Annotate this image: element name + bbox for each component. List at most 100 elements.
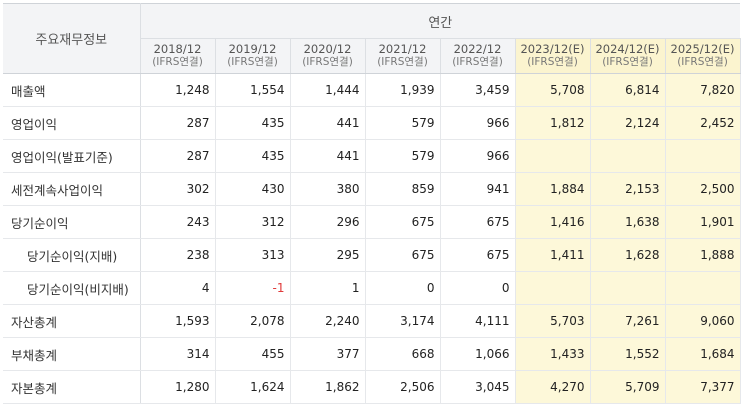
table-cell: 1,416 <box>515 205 591 239</box>
row-label: 자본총계 <box>3 370 141 404</box>
table-cell: 302 <box>140 172 216 206</box>
row-label: 영업이익 <box>3 106 141 140</box>
table-cell: -1 <box>215 271 291 305</box>
row-label: 매출액 <box>3 73 141 107</box>
table-cell: 1,901 <box>665 205 741 239</box>
table-cell: 5,708 <box>515 73 591 107</box>
row-label: 세전계속사업이익 <box>3 172 141 206</box>
table-cell <box>515 271 591 305</box>
table-cell: 579 <box>365 139 441 173</box>
table-cell: 1,812 <box>515 106 591 140</box>
table-body: 매출액 1,248 1,554 1,444 1,939 3,459 5,708 6,814 7,… <box>3 73 741 404</box>
table-cell: 1,862 <box>290 370 366 404</box>
table-cell: 0 <box>365 271 441 305</box>
table-cell: 1,280 <box>140 370 216 404</box>
table-cell: 9,060 <box>665 304 741 338</box>
table-cell: 1,411 <box>515 238 591 272</box>
table-cell: 4,270 <box>515 370 591 404</box>
table-cell: 579 <box>365 106 441 140</box>
row-label: 당기순이익 <box>3 205 141 239</box>
table-cell: 2,506 <box>365 370 441 404</box>
table-cell: 0 <box>440 271 516 305</box>
row-label: 당기순이익(비지배) <box>3 271 141 305</box>
year-label: 2018/12 <box>153 42 202 56</box>
table-cell: 7,261 <box>590 304 666 338</box>
year-label: 2020/12 <box>303 42 352 56</box>
year-label: 2023/12(E) <box>520 42 585 56</box>
table-row: 영업이익 287 435 441 579 966 1,812 2,124 2,452 <box>3 106 741 140</box>
table-cell: 430 <box>215 172 291 206</box>
year-basis-label: (IFRS연결) <box>152 56 203 68</box>
row-label: 부채총계 <box>3 337 141 371</box>
table-cell: 7,377 <box>665 370 741 404</box>
table-cell: 1,939 <box>365 73 441 107</box>
table-cell: 2,153 <box>590 172 666 206</box>
table-row: 자산총계 1,593 2,078 2,240 3,174 4,111 5,703 7,261 9… <box>3 304 741 338</box>
table-cell: 1,066 <box>440 337 516 371</box>
table-row: 세전계속사업이익 302 430 380 859 941 1,884 2,153 2,500 <box>3 172 741 206</box>
year-header: 2022/12 (IFRS연결) <box>440 38 516 74</box>
table-cell: 2,500 <box>665 172 741 206</box>
table-cell <box>665 271 741 305</box>
table-cell: 2,078 <box>215 304 291 338</box>
table-cell: 966 <box>440 106 516 140</box>
year-header: 2018/12 (IFRS연결) <box>140 38 216 74</box>
table-cell: 287 <box>140 139 216 173</box>
table-cell: 1,628 <box>590 238 666 272</box>
row-label: 당기순이익(지배) <box>3 238 141 272</box>
table-cell: 941 <box>440 172 516 206</box>
table-cell: 966 <box>440 139 516 173</box>
table-cell: 3,045 <box>440 370 516 404</box>
year-label: 2024/12(E) <box>595 42 660 56</box>
table-cell: 1,552 <box>590 337 666 371</box>
year-label: 2021/12 <box>378 42 427 56</box>
annual-group-header: 연간 <box>140 3 741 39</box>
table-cell: 243 <box>140 205 216 239</box>
table-cell: 380 <box>290 172 366 206</box>
year-header: 2025/12(E) (IFRS연결) <box>665 38 741 74</box>
table-cell: 2,240 <box>290 304 366 338</box>
table-cell: 1,248 <box>140 73 216 107</box>
year-basis-label: (IFRS연결) <box>602 56 653 68</box>
table-cell: 5,709 <box>590 370 666 404</box>
year-label: 2022/12 <box>453 42 502 56</box>
year-basis-label: (IFRS연결) <box>527 56 578 68</box>
table-row: 영업이익(발표기준) 287 435 441 579 966 <box>3 139 741 173</box>
table-cell: 435 <box>215 139 291 173</box>
row-label: 영업이익(발표기준) <box>3 139 141 173</box>
table-cell: 675 <box>365 238 441 272</box>
year-label: 2025/12(E) <box>670 42 735 56</box>
table-cell: 7,820 <box>665 73 741 107</box>
year-basis-label: (IFRS연결) <box>452 56 503 68</box>
table-cell <box>665 139 741 173</box>
table-cell: 1,444 <box>290 73 366 107</box>
table-header: 주요재무정보 연간 2018/12 (IFRS연결) 2019/12 (IFRS연결)… <box>3 3 741 74</box>
table-cell: 859 <box>365 172 441 206</box>
table-cell: 312 <box>215 205 291 239</box>
table-row: 부채총계 314 455 377 668 1,066 1,433 1,552 1,684 <box>3 337 741 371</box>
year-basis-label: (IFRS연결) <box>302 56 353 68</box>
table-row: 당기순이익 243 312 296 675 675 1,416 1,638 1,901 <box>3 205 741 239</box>
table-cell: 1,624 <box>215 370 291 404</box>
table-cell: 1 <box>290 271 366 305</box>
table-cell: 2,124 <box>590 106 666 140</box>
table-cell: 675 <box>440 238 516 272</box>
table-cell: 295 <box>290 238 366 272</box>
table-cell: 1,433 <box>515 337 591 371</box>
year-header: 2023/12(E) (IFRS연결) <box>515 38 591 74</box>
year-header: 2020/12 (IFRS연결) <box>290 38 366 74</box>
row-label: 자산총계 <box>3 304 141 338</box>
table-cell: 675 <box>365 205 441 239</box>
table-cell: 1,888 <box>665 238 741 272</box>
table-cell <box>590 139 666 173</box>
table-row: 당기순이익(비지배) 4 -1 1 0 0 <box>3 271 741 305</box>
year-header: 2021/12 (IFRS연결) <box>365 38 441 74</box>
row-label-header: 주요재무정보 <box>3 3 141 74</box>
table-cell: 238 <box>140 238 216 272</box>
table-cell: 1,684 <box>665 337 741 371</box>
table-cell: 455 <box>215 337 291 371</box>
table-cell <box>515 139 591 173</box>
table-cell: 441 <box>290 139 366 173</box>
table-cell: 668 <box>365 337 441 371</box>
year-basis-label: (IFRS연결) <box>377 56 428 68</box>
